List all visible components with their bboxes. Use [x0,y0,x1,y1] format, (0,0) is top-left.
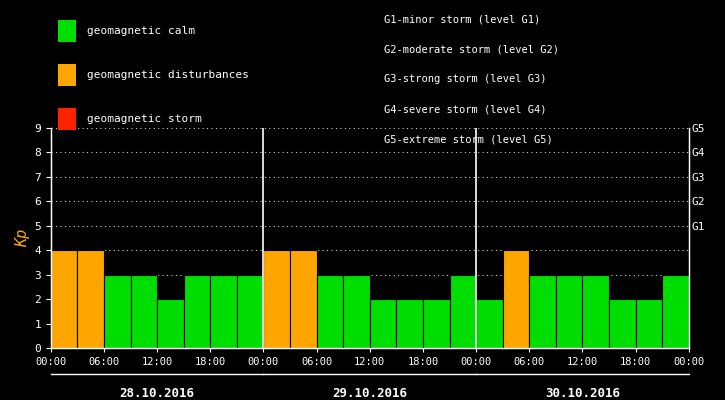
Bar [104,275,130,348]
Text: G3-strong storm (level G3): G3-strong storm (level G3) [384,74,547,84]
Bar [476,299,502,348]
Text: geomagnetic calm: geomagnetic calm [87,26,195,36]
Y-axis label: Kp: Kp [15,229,30,247]
Bar [343,275,370,348]
Text: 29.10.2016: 29.10.2016 [332,387,407,400]
Bar [237,275,263,348]
Bar [582,275,609,348]
Bar [502,250,529,348]
Bar [556,275,582,348]
Bar [609,299,636,348]
Bar [290,250,317,348]
Bar [397,299,423,348]
Bar [662,275,689,348]
Text: G1-minor storm (level G1): G1-minor storm (level G1) [384,14,541,24]
Text: G2-moderate storm (level G2): G2-moderate storm (level G2) [384,44,559,54]
Bar [370,299,397,348]
Bar [450,275,476,348]
Text: G5-extreme storm (level G5): G5-extreme storm (level G5) [384,134,553,144]
Bar [210,275,237,348]
Text: geomagnetic disturbances: geomagnetic disturbances [87,70,249,80]
Text: 28.10.2016: 28.10.2016 [120,387,194,400]
Bar [183,275,210,348]
Text: 30.10.2016: 30.10.2016 [545,387,620,400]
Bar [130,275,157,348]
Text: G4-severe storm (level G4): G4-severe storm (level G4) [384,104,547,114]
Bar [157,299,183,348]
Bar [78,250,104,348]
Bar [263,250,290,348]
Bar [51,250,78,348]
Text: geomagnetic storm: geomagnetic storm [87,114,202,124]
Bar [423,299,450,348]
Bar [529,275,556,348]
Bar [317,275,343,348]
Bar [636,299,662,348]
